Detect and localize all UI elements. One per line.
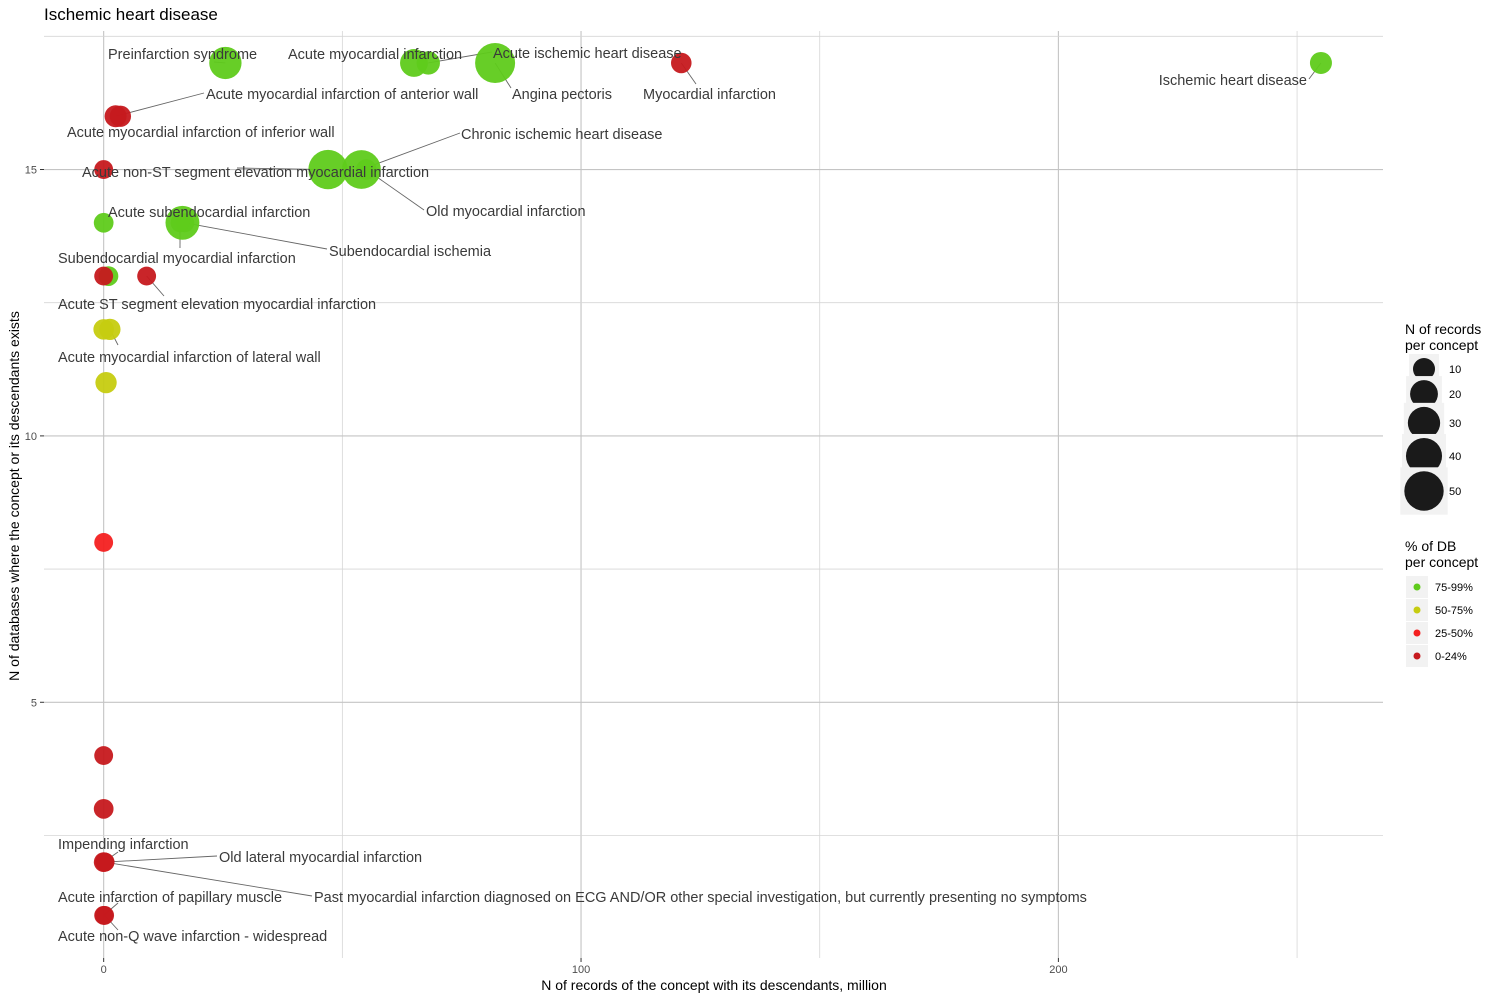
legend-color-key-0-24	[1413, 652, 1421, 660]
point-unlabeled	[95, 371, 117, 394]
label-old-lateral-myocardial-infarction: Old lateral myocardial infarction	[219, 850, 422, 866]
label-preinfarction-syndrome: Preinfarction syndrome	[108, 47, 257, 63]
y-tick-label: 10	[25, 431, 37, 443]
legend-color-label: 75-99%	[1435, 582, 1473, 594]
label-acute-myocardial-infarction-of-lateral-wall: Acute myocardial infarction of lateral w…	[58, 350, 321, 366]
label-old-myocardial-infarction: Old myocardial infarction	[426, 204, 586, 220]
legend-size-key-20	[1410, 380, 1438, 408]
point-acute-ischemic-heart-disease	[416, 51, 440, 75]
point-acute-non-st-segment-elevation-myocardial-infarction	[308, 149, 348, 190]
legend-size-key-50	[1404, 471, 1444, 511]
point-unlabeled	[94, 266, 114, 286]
label-chronic-ischemic-heart-disease: Chronic ischemic heart disease	[461, 127, 662, 143]
label-acute-non-st-segment-elevation-myocardial-infarction: Acute non-ST segment elevation myocardia…	[82, 165, 429, 181]
legend-size-title-line1: N of records	[1405, 321, 1481, 337]
label-acute-st-segment-elevation-myocardial-infarction: Acute ST segment elevation myocardial in…	[58, 297, 376, 313]
legend-size-label: 30	[1449, 418, 1461, 430]
point-past-myocardial-infarction-diagnosed-on-ecg-and-or-other-special-investigation-but-currently-presenting-no-symptoms	[95, 852, 115, 872]
label-acute-ischemic-heart-disease: Acute ischemic heart disease	[493, 46, 682, 62]
legend-size-label: 40	[1449, 451, 1461, 463]
y-axis-title: N of databases where the concept or its …	[6, 311, 22, 681]
legend-size-key-40	[1405, 437, 1443, 475]
leader-lines	[103, 51, 1322, 931]
point-unlabeled	[93, 212, 114, 233]
legend-color-title-line1: % of DB	[1405, 538, 1456, 554]
point-acute-myocardial-infarction-of-inferior-wall	[109, 105, 132, 127]
data-points	[93, 42, 1332, 925]
legend-color-label: 0-24%	[1435, 651, 1467, 663]
chart-title: Ischemic heart disease	[44, 5, 218, 24]
point-subendocardial-myocardial-infarction	[170, 213, 190, 233]
label-acute-subendocardial-infarction: Acute subendocardial infarction	[108, 205, 310, 221]
label-acute-myocardial-infarction-of-anterior-wall: Acute myocardial infarction of anterior …	[206, 87, 478, 103]
label-angina-pectoris: Angina pectoris	[512, 87, 612, 103]
legend-color-key-25-50	[1413, 629, 1421, 637]
y-tick-label: 5	[31, 697, 37, 709]
point-acute-non-q-wave-infarction-widespread	[95, 905, 115, 925]
point-unlabeled	[93, 319, 114, 340]
label-past-myocardial-infarction-diagnosed-on-ecg-and-or-other-special-investigation-but-currently-presenting-no-symptoms: Past myocardial infarction diagnosed on …	[314, 890, 1087, 906]
label-myocardial-infarction: Myocardial infarction	[643, 87, 776, 103]
point-old-myocardial-infarction	[355, 159, 377, 180]
point-preinfarction-syndrome	[209, 46, 242, 80]
x-tick-label: 200	[1049, 964, 1067, 976]
grid	[44, 31, 1383, 958]
point-unlabeled	[94, 746, 114, 765]
legend-color: % of DB per concept 75-99% 50-75% 25-50% 0-…	[1405, 538, 1478, 667]
point-angina-pectoris	[475, 42, 516, 83]
legend-color-label: 50-75%	[1435, 605, 1473, 617]
label-subendocardial-myocardial-infarction: Subendocardial myocardial infarction	[58, 251, 296, 267]
legend-size-key-30	[1407, 406, 1441, 440]
point-unlabeled	[93, 798, 114, 819]
leader-subendocardial-ischemia	[184, 222, 328, 250]
leader-acute-myocardial-infarction-of-anterior-wall	[115, 92, 205, 117]
leader-old-lateral-myocardial-infarction	[105, 855, 218, 863]
label-subendocardial-ischemia: Subendocardial ischemia	[329, 244, 492, 260]
point-acute-st-segment-elevation-myocardial-infarction	[137, 266, 157, 286]
x-tick-label: 0	[101, 964, 107, 976]
legend-size-label: 50	[1449, 486, 1461, 498]
legend-size-key-10	[1412, 357, 1436, 381]
label-acute-infarction-of-papillary-muscle: Acute infarction of papillary muscle	[58, 890, 282, 906]
x-tick-label: 100	[572, 964, 590, 976]
x-axis-title: N of records of the concept with its des…	[541, 977, 887, 993]
point-unlabeled	[94, 533, 114, 552]
point-ischemic-heart-disease	[1309, 51, 1332, 74]
legend-size-title-line2: per concept	[1405, 337, 1478, 353]
leader-past-myocardial-infarction-diagnosed-on-ecg-and-or-other-special-investigation-but-currently-presenting-no-symptoms	[104, 861, 313, 897]
legend-color-key-75-99	[1413, 583, 1421, 591]
label-ischemic-heart-disease: Ischemic heart disease	[1159, 73, 1307, 89]
axis-ticks: 0 100 200 5 10 15	[25, 165, 1068, 976]
label-impending-infarction: Impending infarction	[58, 837, 189, 853]
legend-size: N of records per concept 10 20 30 40 50	[1400, 321, 1481, 515]
legend-size-label: 20	[1449, 389, 1461, 401]
point-myocardial-infarction	[671, 52, 692, 74]
label-acute-myocardial-infarction-of-inferior-wall: Acute myocardial infarction of inferior …	[67, 125, 335, 141]
point-labels: Ischemic heart disease Myocardial infarct…	[58, 46, 1307, 945]
legend-size-label: 10	[1449, 364, 1461, 376]
label-acute-non-q-wave-infarction-widespread: Acute non-Q wave infarction - widespread	[58, 929, 327, 945]
legend-color-label: 25-50%	[1435, 628, 1473, 640]
point-unlabeled	[94, 160, 114, 179]
legend-color-key-50-75	[1413, 606, 1421, 614]
y-tick-label: 15	[25, 165, 37, 177]
label-acute-myocardial-infarction: Acute myocardial infarction	[288, 47, 462, 63]
legend-color-title-line2: per concept	[1405, 554, 1478, 570]
